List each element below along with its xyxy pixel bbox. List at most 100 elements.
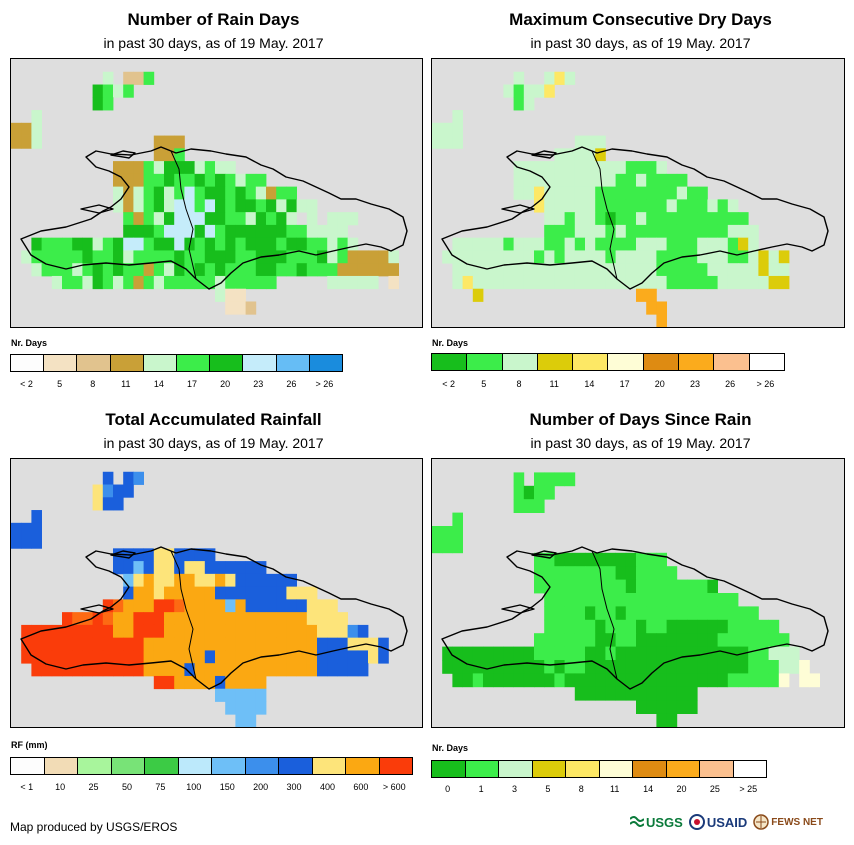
country-border bbox=[591, 150, 618, 280]
grid-cell bbox=[768, 673, 780, 688]
legend-swatch bbox=[212, 758, 246, 774]
grid-cell bbox=[666, 263, 678, 277]
legend-tick-label: 75 bbox=[155, 782, 166, 792]
grid-cell bbox=[493, 275, 504, 290]
grid-cell bbox=[113, 186, 124, 200]
grid-cell bbox=[347, 624, 359, 639]
grid-cell bbox=[707, 619, 718, 634]
grid-cell bbox=[595, 148, 606, 162]
grid-cell bbox=[266, 199, 277, 213]
grid-cell bbox=[442, 135, 453, 149]
grid-cell bbox=[184, 199, 195, 213]
legend-tick-label: > 26 bbox=[756, 379, 775, 389]
grid-cell bbox=[306, 624, 318, 639]
grid-cell bbox=[615, 673, 627, 688]
grid-cell bbox=[636, 660, 647, 674]
grid-cell bbox=[697, 593, 708, 607]
legend-swatch bbox=[11, 758, 45, 774]
grid-cell bbox=[656, 673, 667, 688]
grid-cell bbox=[245, 173, 257, 188]
grid-cell bbox=[656, 275, 667, 290]
grid-cell bbox=[327, 275, 338, 290]
grid-cell bbox=[462, 263, 474, 277]
grid-cell bbox=[245, 275, 257, 290]
grid-cell bbox=[452, 275, 463, 290]
grid-cell bbox=[31, 135, 42, 149]
grid-cell bbox=[255, 275, 267, 290]
grid-cell bbox=[758, 646, 769, 661]
grid-cell bbox=[51, 637, 63, 651]
grid-cell bbox=[727, 224, 739, 239]
grid-cell bbox=[123, 275, 134, 290]
grid-cell bbox=[164, 263, 175, 277]
grid-cell bbox=[574, 593, 586, 607]
grid-cell bbox=[102, 237, 114, 251]
grid-cell bbox=[615, 646, 627, 661]
grid-cell bbox=[564, 250, 576, 264]
grid-cell bbox=[113, 84, 124, 98]
islet-outline bbox=[80, 604, 114, 614]
grid-cell bbox=[615, 593, 627, 607]
grid-cell bbox=[452, 250, 463, 264]
legend-swatch bbox=[309, 355, 343, 371]
grid-cell bbox=[113, 275, 124, 290]
legend-tick-label: 23 bbox=[253, 379, 264, 389]
grid-cell bbox=[123, 199, 134, 213]
grid-cell bbox=[656, 579, 667, 594]
grid-cell bbox=[11, 535, 22, 549]
grid-cell bbox=[574, 552, 586, 567]
grid-cell bbox=[799, 673, 810, 688]
legend-tick-label: 0 bbox=[445, 784, 451, 794]
grid-cell bbox=[585, 250, 596, 264]
grid-cell bbox=[493, 673, 504, 688]
grid-cell bbox=[276, 637, 287, 651]
grid-cell bbox=[727, 633, 739, 647]
legend-swatch bbox=[44, 355, 78, 371]
grid-cell bbox=[768, 275, 780, 290]
grid-cell bbox=[194, 624, 206, 639]
grid-cell bbox=[378, 263, 389, 277]
grid-cell bbox=[327, 599, 338, 613]
grid-cell bbox=[215, 237, 226, 251]
grid-cell bbox=[666, 686, 678, 701]
grid-cell bbox=[31, 650, 42, 664]
grid-cell bbox=[113, 561, 124, 575]
grid-cell bbox=[564, 633, 576, 647]
grid-cell bbox=[62, 637, 73, 651]
grid-cell bbox=[687, 237, 698, 251]
grid-cell bbox=[544, 173, 555, 188]
grid-cell bbox=[452, 237, 463, 251]
grid-cell bbox=[215, 263, 226, 277]
grid-cell bbox=[727, 619, 739, 634]
grid-cell bbox=[523, 161, 535, 175]
grid-cell bbox=[483, 646, 494, 661]
legend-swatch bbox=[432, 761, 466, 777]
grid-cell bbox=[51, 650, 63, 664]
grid-cell bbox=[164, 561, 175, 575]
grid-cell bbox=[534, 566, 545, 580]
grid-cell bbox=[368, 650, 379, 664]
grid-cell bbox=[707, 275, 718, 290]
grid-cell bbox=[133, 173, 144, 188]
grid-cell bbox=[564, 646, 576, 661]
panel-subtitle: in past 30 days, as of 19 May. 2017 bbox=[103, 435, 324, 451]
legend-tick-label: 150 bbox=[219, 782, 235, 792]
grid-cell bbox=[357, 275, 369, 290]
grid-cell bbox=[625, 593, 637, 607]
grid-cell bbox=[255, 612, 267, 626]
grid-cell bbox=[585, 633, 596, 647]
grid-cell bbox=[625, 606, 637, 621]
grid-cell bbox=[276, 573, 287, 588]
grid-cell bbox=[174, 186, 185, 200]
grid-cell bbox=[327, 212, 338, 226]
grid-cell bbox=[204, 599, 216, 613]
grid-cell bbox=[636, 263, 647, 277]
grid-cell bbox=[204, 561, 216, 575]
grid-cell bbox=[102, 484, 114, 498]
grid-cell bbox=[184, 624, 195, 639]
legend-title: RF (mm) bbox=[11, 740, 48, 750]
grid-cell bbox=[245, 624, 257, 639]
islet-outline bbox=[80, 204, 114, 214]
legend-swatch bbox=[608, 354, 644, 370]
grid-cell bbox=[595, 250, 606, 264]
